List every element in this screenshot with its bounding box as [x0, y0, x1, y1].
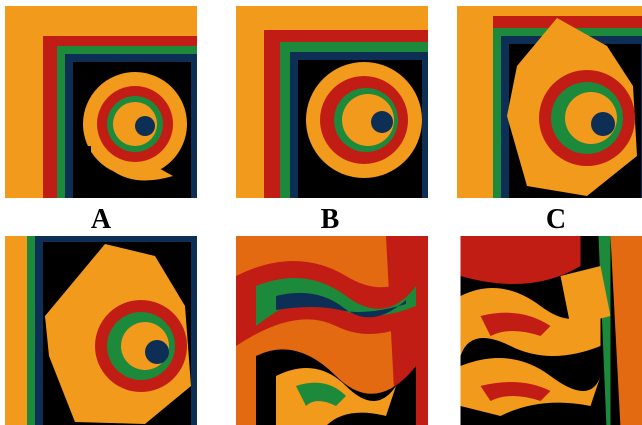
- spiral-wave-image-e: [236, 236, 428, 425]
- panel-b: [236, 6, 428, 198]
- panel-e: [236, 236, 428, 425]
- panel-d: [5, 236, 197, 425]
- panel-label-b: B: [320, 204, 340, 235]
- spiral-wave-image-f: [460, 236, 642, 425]
- panel-label-c: C: [545, 204, 567, 235]
- spiral-wave-image-a: [5, 6, 197, 198]
- spiral-wave-image-b: [236, 6, 428, 198]
- panel-a: [5, 6, 197, 198]
- spiral-wave-image-d: [5, 236, 197, 425]
- panel-c: [457, 6, 642, 198]
- panel-label-a: A: [90, 204, 112, 235]
- panel-f: [457, 236, 642, 425]
- spiral-wave-image-c: [457, 6, 642, 198]
